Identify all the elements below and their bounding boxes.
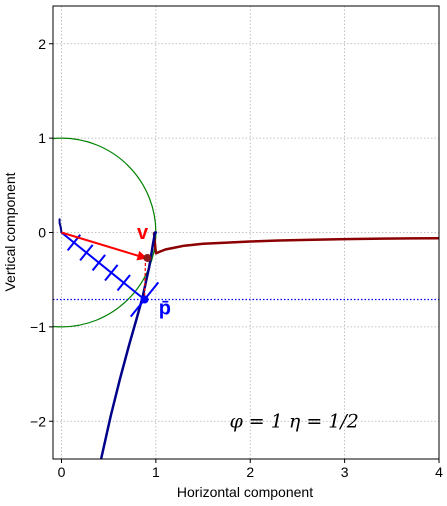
x-tick-label: 2 [246, 464, 254, 480]
y-tick-label: 0 [38, 225, 46, 241]
dark-red-curve [152, 232, 439, 255]
plot-content: v p̄ φ = 1 η = 1/2 [53, 137, 439, 459]
blue-curve [99, 231, 158, 459]
y-tick-label: −1 [30, 319, 46, 335]
parameter-annotation: φ = 1 η = 1/2 [229, 410, 358, 432]
p-tick-mark [104, 264, 119, 282]
vector-p [60, 231, 146, 301]
plot-area: v p̄ φ = 1 η = 1/2 0 1 2 3 4 −2 −1 0 1 2 [30, 5, 443, 480]
p-tick-mark [79, 244, 94, 262]
y-tick-label: 2 [38, 36, 46, 52]
x-tick-label: 3 [341, 464, 349, 480]
y-tick-label: 1 [38, 130, 46, 146]
data-point [143, 253, 152, 262]
vector-label: v [137, 222, 149, 244]
vector-v [61, 231, 148, 261]
x-tick-label: 1 [152, 464, 160, 480]
x-axis-label: Horizontal component [177, 484, 313, 500]
vector-label: p̄ [159, 298, 171, 320]
x-tick-label: 4 [435, 464, 443, 480]
data-point [140, 295, 149, 304]
y-axis-label: Vertical component [2, 172, 18, 291]
y-tick-label: −2 [30, 413, 46, 429]
p-tick-mark [91, 254, 106, 272]
v-to-p-dashed-line [143, 257, 147, 300]
p-tick-mark [116, 274, 131, 292]
blue-curve-top [58, 218, 63, 234]
x-tick-label: 0 [58, 464, 66, 480]
